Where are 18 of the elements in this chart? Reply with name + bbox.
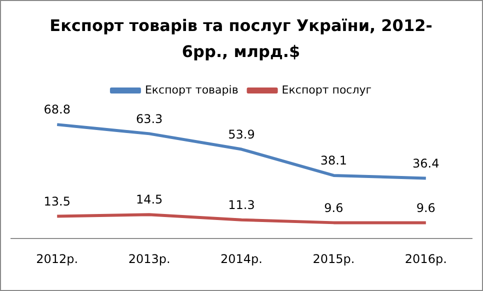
data-label: 13.5: [44, 194, 70, 208]
data-label: 9.6: [416, 200, 436, 215]
legend-label: Експорт товарів: [144, 83, 238, 96]
data-label: 11.3: [228, 198, 255, 212]
x-tick-label: 2016р.: [404, 252, 447, 266]
x-tick-label: 2013р.: [128, 252, 170, 266]
chart-title: Експорт товарів та послуг України, 2012-6рр., млрд.$: [48, 15, 434, 63]
x-tick-label: 2015р.: [312, 252, 355, 266]
data-label: 63.3: [136, 112, 163, 126]
x-tick-label: 2014р.: [220, 252, 262, 266]
data-label: 36.4: [412, 156, 440, 170]
legend-label: Експорт послуг: [282, 83, 372, 96]
data-label: 9.6: [324, 200, 344, 215]
data-label: 14.5: [136, 192, 163, 207]
data-label: 53.9: [228, 127, 255, 142]
x-tick-label: 2012р.: [36, 252, 78, 266]
data-label: 68.8: [44, 102, 70, 117]
data-label: 38.1: [320, 154, 348, 168]
